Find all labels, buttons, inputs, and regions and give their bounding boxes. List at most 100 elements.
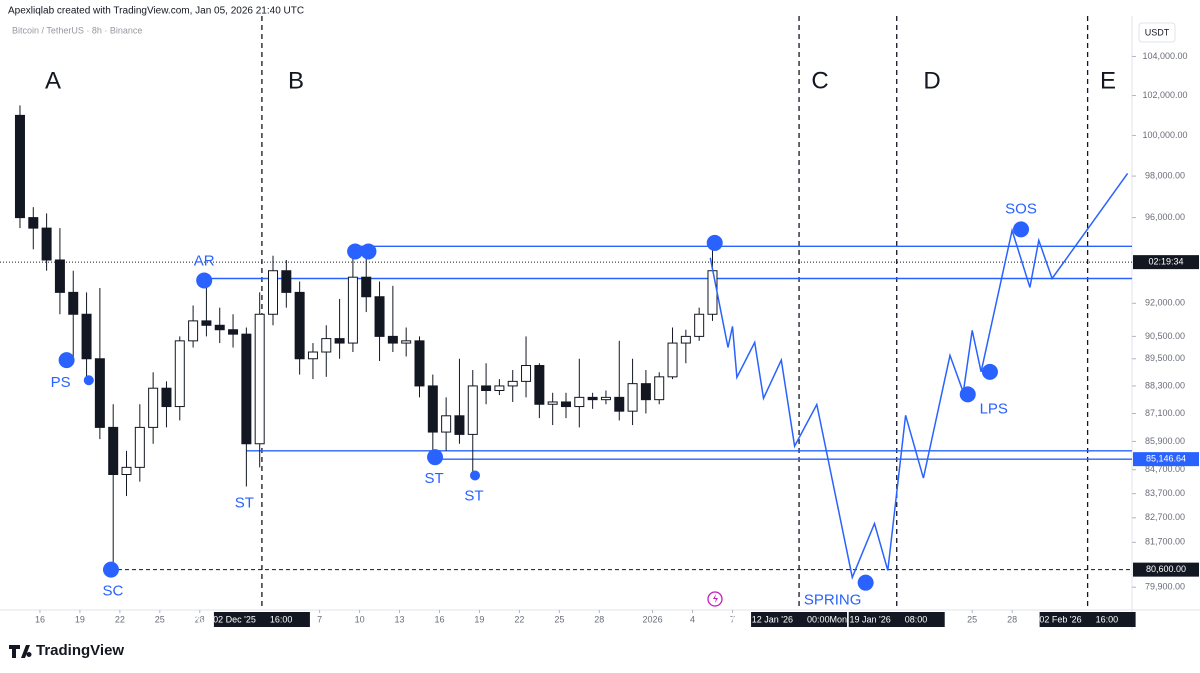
- event-marker: [1013, 221, 1030, 238]
- price-label-box: [1133, 562, 1199, 577]
- brand: TradingView: [36, 642, 124, 659]
- subtitle: Bitcoin / TetherUS · 8h · Binance: [12, 25, 142, 35]
- candle-body: [121, 466, 132, 475]
- x-tick-label: Mon 19 Jan '26: [829, 614, 890, 624]
- event-label: ST: [235, 494, 254, 511]
- x-tick-label: 22: [514, 614, 524, 624]
- candle-body: [214, 324, 225, 331]
- event-label: ST: [464, 487, 483, 504]
- phase-label: E: [1100, 67, 1116, 94]
- candle-body: [134, 426, 145, 468]
- event-marker: [102, 561, 119, 578]
- event-marker: [469, 470, 480, 481]
- projection-line: [709, 172, 1129, 580]
- x-tick-label: 7: [730, 614, 735, 624]
- event-label: SC: [103, 583, 124, 600]
- y-tick-label: 81,700.00: [1145, 537, 1185, 547]
- event-label: SOS: [1005, 200, 1037, 217]
- x-tick-time: 08:00: [905, 614, 928, 624]
- x-tick-label: 4: [690, 614, 695, 624]
- x-tick-label: 16: [434, 614, 444, 624]
- candle-body: [334, 338, 345, 344]
- candle-body: [574, 396, 585, 408]
- candle-body: [694, 313, 705, 337]
- candle-body: [268, 270, 279, 315]
- plot-area: [0, 16, 1132, 610]
- brand-logo: [9, 645, 32, 658]
- candle-body: [54, 259, 65, 293]
- x-tick-highlight: [751, 612, 848, 627]
- candle-body: [414, 340, 425, 387]
- candle-body: [294, 291, 305, 360]
- candle-body: [560, 401, 571, 408]
- event-marker: [58, 352, 75, 369]
- candle-body: [640, 383, 651, 401]
- candle-body: [188, 320, 199, 342]
- y-tick-label: 90,500.00: [1145, 331, 1185, 341]
- y-tick-label: 83,700.00: [1145, 488, 1185, 498]
- price-label-box: [1133, 452, 1199, 467]
- x-tick-time: 00:00: [807, 614, 830, 624]
- phase-label: B: [288, 67, 304, 94]
- event-label: SPRING: [804, 592, 862, 609]
- candle-body: [201, 320, 212, 326]
- x-tick-label: 25: [967, 614, 977, 624]
- x-tick-label: 16: [35, 614, 45, 624]
- x-tick-label: Mon 02 Feb '26: [1019, 614, 1081, 624]
- candle-body: [281, 270, 292, 293]
- candle-body: [254, 313, 265, 445]
- credit: Apexliqlab created with TradingView.com,…: [8, 6, 304, 17]
- y-tick-label: 89,500.00: [1145, 353, 1185, 363]
- x-tick-label: 10: [355, 614, 365, 624]
- candle-body: [14, 114, 25, 219]
- x-tick-label: 19: [474, 614, 484, 624]
- x-tick-label: 13: [395, 614, 405, 624]
- candle-body: [387, 335, 398, 344]
- x-tick-label: 25: [554, 614, 564, 624]
- candle-body: [507, 380, 518, 387]
- y-tick-label: 92,000.00: [1145, 298, 1185, 308]
- phase-label: C: [811, 67, 828, 94]
- x-tick-label: Mon 12 Jan '26: [732, 614, 793, 624]
- event-label: PS: [51, 374, 71, 391]
- candle-body: [547, 401, 558, 405]
- candle-body: [361, 276, 372, 298]
- candle-body: [667, 342, 678, 378]
- candle-body: [587, 396, 598, 401]
- y-tick-label: 100,000.00: [1142, 130, 1187, 140]
- candle-body: [148, 387, 159, 428]
- candle-body: [707, 270, 718, 315]
- candle-body: [467, 385, 478, 435]
- candle-body: [680, 335, 691, 344]
- candle-body: [441, 415, 452, 433]
- event-label: ST: [424, 470, 443, 487]
- x-tick-label: 2026: [643, 614, 663, 624]
- candle-body: [627, 383, 638, 412]
- x-tick-time: 16:00: [1096, 614, 1119, 624]
- x-tick-label: 7: [317, 614, 322, 624]
- candle-body: [108, 426, 119, 475]
- event-marker: [347, 243, 364, 260]
- price-label-box: [1133, 255, 1199, 270]
- x-tick-label: Tue 02 Dec '25: [195, 614, 255, 624]
- event-marker: [706, 234, 723, 251]
- candle-body: [427, 385, 438, 433]
- event-label: LPS: [980, 400, 1008, 417]
- alert-icon: [707, 591, 723, 607]
- event-marker: [360, 243, 377, 260]
- candle-body: [161, 387, 172, 408]
- candle-body: [321, 338, 332, 353]
- y-tick-label: 104,000.00: [1142, 51, 1187, 61]
- price-label: 02:19:34: [1148, 257, 1183, 267]
- event-marker: [196, 272, 213, 289]
- x-tick-label: 28: [594, 614, 604, 624]
- candle-body: [521, 365, 532, 382]
- x-tick-highlight: [1039, 612, 1136, 627]
- candle-body: [28, 217, 39, 229]
- y-tick-label: 98,000.00: [1145, 170, 1185, 180]
- price-label: 80,600.00: [1146, 564, 1186, 574]
- y-tick-label: 79,900.00: [1145, 582, 1185, 592]
- candle-body: [347, 276, 358, 344]
- y-tick-label: 85,900.00: [1145, 436, 1185, 446]
- currency: USDT: [1145, 27, 1170, 37]
